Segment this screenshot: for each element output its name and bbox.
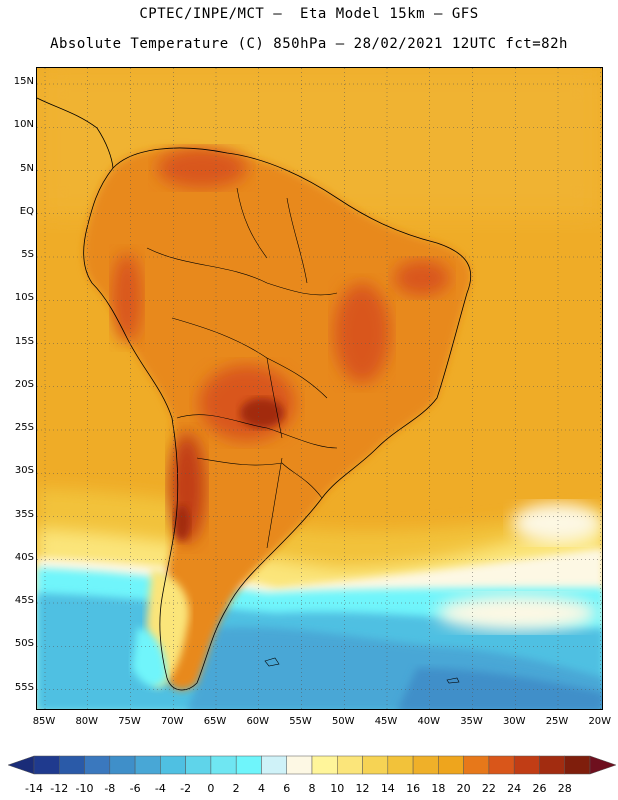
colorbar-tick-label: 12 (355, 782, 370, 795)
colorbar-tick-label: 26 (532, 782, 547, 795)
longitude-tick-label: 70W (160, 716, 184, 727)
latitude-tick-label: 30S (14, 465, 34, 477)
colorbar-swatch (185, 755, 212, 775)
colorbar-swatch (463, 755, 490, 775)
colorbar-swatch (33, 755, 60, 775)
colorbar-swatch (488, 755, 515, 775)
colorbar-swatch (134, 755, 161, 775)
cool-band-minus8 (397, 668, 602, 709)
colorbar-tick-label: 10 (330, 782, 345, 795)
longitude-tick-label: 50W (331, 716, 355, 727)
longitude-tick-label: 45W (374, 716, 398, 727)
latitude-tick-label: 50S (14, 638, 34, 650)
colorbar-over-arrow (589, 755, 617, 775)
temperature-map (36, 67, 603, 710)
colorbar-tick-label: -4 (154, 782, 166, 795)
colorbar-swatch (564, 755, 591, 775)
colorbar-tick-label: 2 (232, 782, 240, 795)
colorbar (7, 755, 617, 775)
latitude-tick-label: 5N (20, 162, 34, 174)
graticule (37, 68, 602, 709)
latitude-tick-label: 10N (13, 119, 34, 131)
latitude-tick-label: 25S (14, 422, 34, 433)
latitude-tick-label: 15S (14, 335, 34, 347)
colorbar-swatch (160, 755, 186, 775)
colorbar-swatch (337, 755, 363, 775)
colorbar-tick-label: 6 (283, 782, 291, 795)
hot-core (394, 260, 450, 296)
colorbar-swatch (286, 755, 313, 775)
south-georgia-island (446, 677, 460, 684)
latitude-tick-label: 20S (14, 378, 34, 390)
latitude-tick-label: 5S (21, 249, 34, 260)
colorbar-tick-label: 28 (557, 782, 572, 795)
hot-core (240, 398, 284, 428)
pale-patch (437, 595, 597, 631)
longitude-tick-label: 35W (460, 716, 483, 727)
latitude-tick-label: 15N (13, 76, 34, 87)
colorbar-swatch (387, 755, 414, 775)
falkland-islands (264, 657, 280, 667)
longitude-tick-label: 25W (545, 716, 569, 727)
longitude-tick-label: 85W (32, 716, 56, 727)
colorbar-swatch (311, 755, 338, 775)
colorbar-swatch (84, 755, 111, 775)
longitude-tick-label: 40W (417, 716, 441, 727)
colorbar-tick-label: 14 (380, 782, 395, 795)
colorbar-under-arrow (7, 755, 35, 775)
colorbar-swatch (513, 755, 540, 775)
colorbar-swatch (412, 755, 439, 775)
hot-core (174, 505, 190, 541)
longitude-tick-label: 80W (75, 716, 99, 727)
latitude-tick-label: 45S (14, 595, 34, 606)
colorbar-tick-label: 20 (456, 782, 471, 795)
colorbar-tick-label: -14 (25, 782, 43, 795)
colorbar-tick-label: 18 (431, 782, 446, 795)
colorbar-tick-label: 0 (207, 782, 215, 795)
colorbar-swatch (235, 755, 262, 775)
colorbar-tick-label: -10 (75, 782, 94, 795)
colorbar-tick-label: -2 (180, 782, 192, 795)
temperature-field (37, 68, 602, 709)
longitude-tick-label: 60W (246, 716, 270, 727)
latitude-tick-label: EQ (19, 205, 34, 217)
hot-core (112, 253, 142, 343)
colorbar-tick-label: -8 (104, 782, 116, 795)
colorbar-swatch (362, 755, 389, 775)
hot-core (157, 148, 247, 188)
coastline (83, 147, 472, 691)
longitude-tick-label: 75W (118, 716, 141, 727)
patagonia-cold (132, 628, 167, 687)
colorbar-tick-label: 16 (406, 782, 421, 795)
colorbar-swatch (59, 755, 85, 775)
colorbar-tick-label: -12 (50, 782, 69, 795)
hot-core (334, 283, 390, 383)
colorbar-swatch (539, 755, 565, 775)
latitude-tick-label: 40S (14, 551, 34, 563)
colorbar-tick-label: 24 (507, 782, 522, 795)
colorbar-tick-label: 4 (257, 782, 265, 795)
colorbar-swatch (109, 755, 136, 775)
longitude-tick-label: 65W (203, 716, 227, 727)
colorbar-tick-label: -6 (129, 782, 141, 795)
colorbar-swatch (261, 755, 287, 775)
country-borders (146, 187, 338, 549)
longitude-tick-label: 20W (588, 716, 612, 727)
pale-patch (512, 503, 602, 543)
longitude-tick-label: 55W (289, 716, 312, 727)
colorbar-swatch (438, 755, 464, 775)
latitude-tick-label: 10S (14, 292, 34, 304)
colorbar-tick-label: 8 (308, 782, 316, 795)
map-title: CPTEC/INPE/MCT – Eta Model 15km – GFS (139, 6, 479, 22)
central-america-coast (37, 97, 114, 169)
latitude-tick-label: 55S (14, 681, 34, 693)
colorbar-tick-label: 22 (481, 782, 496, 795)
map-subtitle: Absolute Temperature (C) 850hPa – 28/02/… (50, 36, 568, 52)
longitude-tick-label: 30W (502, 716, 526, 727)
colorbar-swatch (210, 755, 237, 775)
latitude-tick-label: 35S (14, 508, 34, 520)
